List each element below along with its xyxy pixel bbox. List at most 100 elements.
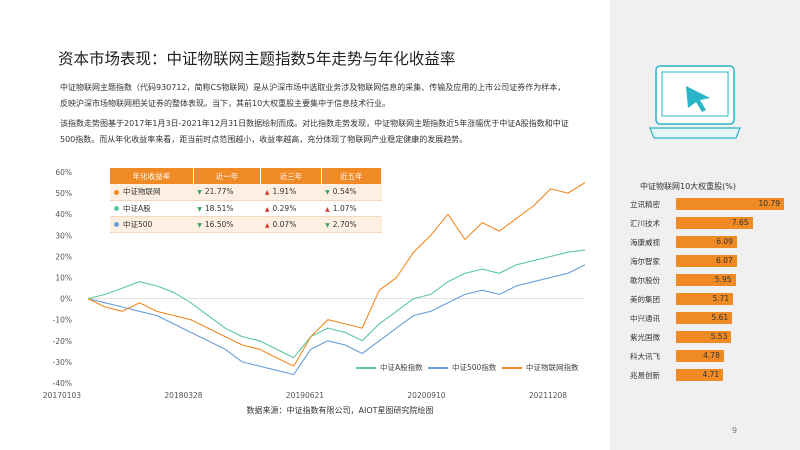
analysis-paragraph: 该指数走势图基于2017年1月3日-2021年12月31日数据绘制而成。对比指数…: [60, 116, 569, 148]
index-trend-chart: -40% -30% -20% -10% 0% 10% 20% 30% 40% 50% 60% 2017…: [43, 168, 586, 400]
intro-line-2: 反映沪深市场物联网相关证券的整体表现。当下，其前10大权重股主要集中于信息技术行…: [60, 99, 391, 108]
page-title: 资本市场表现：中证物联网主题指数5年走势与年化收益率: [58, 50, 456, 68]
row-label: 中证A股: [123, 203, 151, 213]
return-value: 21.77%: [204, 187, 234, 197]
series-line-0: [87, 249, 586, 359]
weight-bar: [676, 312, 733, 324]
weight-value-label: 10.79: [758, 199, 780, 208]
y-tick-label: -20%: [53, 337, 72, 346]
source-text: 数据来源：中证指数有限公司，AIOT星图研究院绘图: [246, 406, 434, 415]
table-cell-value: ▲ 1.07%: [321, 200, 382, 217]
weight-value-label: 4.78: [703, 351, 720, 360]
table-header-cell: 近五年: [321, 168, 383, 184]
series-line-2: [87, 182, 586, 367]
weight-bar: [676, 255, 737, 267]
weight-bar: [676, 198, 784, 210]
weight-category-label: 紫光国微: [630, 333, 660, 342]
weight-bar: [676, 236, 737, 248]
y-tick-label: 10%: [55, 274, 72, 283]
weight-bar: [676, 331, 732, 343]
weight-value-label: 5.95: [714, 275, 732, 284]
intro-paragraph: 中证物联网主题指数（代码930712，简称CS物联网）是从沪深市场中选取业务涉及…: [60, 80, 565, 112]
up-arrow-icon: ▲: [264, 221, 270, 229]
page-number: 9: [732, 426, 738, 435]
table-cell-value: ▲ 0.07%: [260, 216, 322, 233]
table-cell-name: 中证500: [110, 216, 194, 233]
table-header-cell: 近一年: [193, 168, 262, 184]
up-arrow-icon: ▲: [264, 205, 270, 213]
table-cell-name: 中证A股: [110, 200, 194, 217]
return-value: 0.29%: [272, 203, 297, 213]
intro-line-1: 中证物联网主题指数（代码930712，简称CS物联网）是从沪深市场中选取业务涉及…: [60, 83, 566, 92]
return-value: 0.07%: [272, 219, 297, 229]
x-tick-label: 20190621: [286, 391, 324, 400]
analysis-line-1: 该指数走势图基于2017年1月3日-2021年12月31日数据绘制而成。对比指数…: [60, 119, 569, 128]
monitor-cursor-icon: [649, 65, 741, 139]
analysis-line-2: 500指数。而从年化收益率来看，距当前时点范围越小，收益率越高，充分体现了物联网…: [60, 135, 468, 144]
legend-item-iot: 中证物联网指数: [502, 362, 579, 373]
weight-category-label: 立讯精密: [630, 200, 660, 209]
weight-chart-title: 中证物联网10大权重股(%): [640, 182, 737, 191]
weight-category-label: 海尔智家: [630, 257, 660, 266]
return-value: 18.51%: [204, 203, 234, 213]
return-value: 2.70%: [332, 219, 357, 229]
weight-bar: [676, 293, 734, 305]
y-tick-label: 50%: [55, 189, 72, 198]
source-note: 数据来源：中证指数有限公司，AIOT星图研究院绘图: [0, 405, 800, 416]
series-dot-icon: [114, 206, 119, 211]
y-tick-label: 30%: [55, 231, 72, 240]
weight-category-label: 海康威视: [630, 238, 660, 247]
legend-label: 中证物联网指数: [526, 363, 579, 372]
weight-bar: [676, 217, 753, 229]
x-tick-label: 20170103: [43, 391, 81, 400]
table-cell-value: ▲ 1.91%: [260, 184, 322, 201]
weight-bar: [676, 274, 736, 286]
weight-bar: [676, 350, 724, 362]
down-arrow-icon: ▼: [325, 189, 330, 197]
table-header-cell: 年化收益率: [110, 168, 194, 184]
down-arrow-icon: ▼: [197, 221, 202, 229]
weight-category-label: 科大讯飞: [630, 352, 660, 361]
x-tick-label: 20211208: [529, 391, 567, 400]
weight-category-label: 中兴通讯: [630, 314, 660, 323]
legend-label: 中证A股指数: [380, 363, 423, 372]
weight-category-label: 汇川技术: [630, 219, 660, 228]
weight-category-label: 歌尔股份: [630, 276, 660, 285]
x-tick-label: 20200910: [407, 391, 445, 400]
up-arrow-icon: ▲: [325, 205, 330, 213]
weight-value-label: 6.09: [716, 237, 733, 246]
weight-value-label: 5.61: [711, 313, 729, 322]
table-cell-value: ▼ 2.70%: [321, 216, 382, 233]
row-label: 中证500: [123, 219, 153, 229]
y-tick-label: -30%: [53, 358, 72, 367]
table-cell-value: ▲ 0.29%: [260, 200, 322, 217]
weight-bar: [676, 369, 724, 381]
table-header-cell: 近三年: [260, 168, 322, 184]
y-tick-label: -10%: [53, 316, 72, 325]
series-dot-icon: [114, 189, 119, 195]
legend-item-500: 中证500指数: [428, 362, 496, 373]
weight-value-label: 5.71: [712, 294, 730, 303]
y-tick-label: 20%: [55, 252, 72, 261]
annual-return-table: 年化收益率 近一年 近三年 近五年 中证物联网 ▼ 21.77% ▲ 1.91% ▼ 0.5…: [110, 168, 383, 233]
series-dot-icon: [114, 222, 119, 227]
return-value: 16.50%: [204, 219, 234, 229]
legend-label: 中证500指数: [452, 363, 497, 372]
table-cell-value: ▼ 18.51%: [193, 200, 261, 217]
y-tick-label: 40%: [55, 210, 72, 219]
down-arrow-icon: ▼: [197, 189, 202, 197]
weight-value-label: 5.53: [710, 332, 728, 341]
y-tick-label: 60%: [55, 168, 72, 177]
weight-category-label: 兆易创新: [630, 371, 660, 380]
table-row: 中证A股 ▼ 18.51% ▲ 0.29% ▲ 1.07%: [110, 200, 382, 217]
return-value: 1.07%: [332, 203, 357, 213]
table-cell-name: 中证物联网: [110, 184, 194, 201]
table-row: 中证500 ▼ 16.50% ▲ 0.07% ▼ 2.70%: [110, 216, 382, 233]
return-value: 0.54%: [332, 187, 357, 197]
table-cell-value: ▼ 16.50%: [193, 216, 261, 233]
table-row: 中证物联网 ▼ 21.77% ▲ 1.91% ▼ 0.54%: [110, 184, 382, 201]
table-cell-value: ▼ 0.54%: [321, 184, 382, 201]
row-label: 中证物联网: [123, 187, 161, 197]
weight-category-label: 美的集团: [630, 295, 660, 304]
legend-item-a: 中证A股指数: [356, 362, 423, 373]
